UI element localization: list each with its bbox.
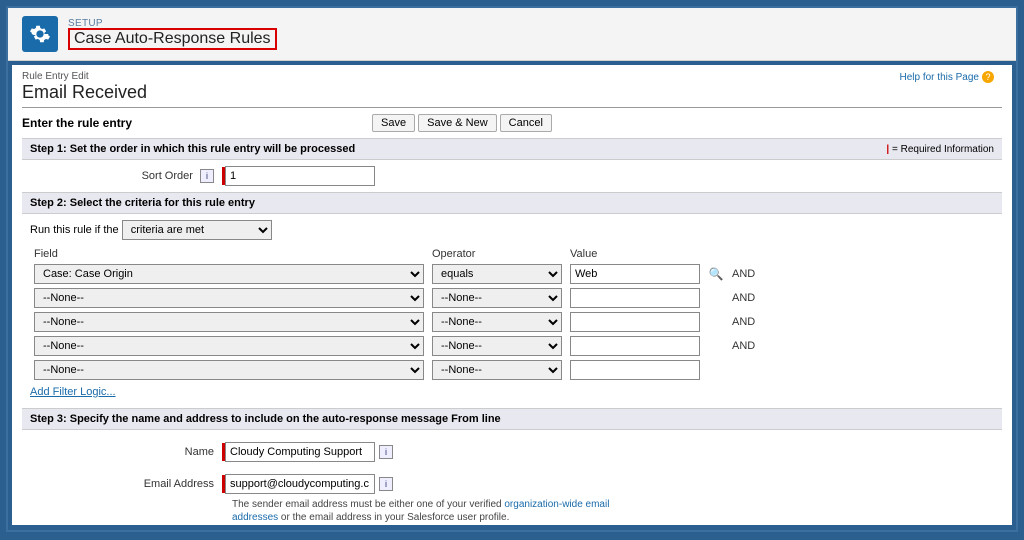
sender-note: The sender email address must be either … <box>22 498 642 524</box>
save-new-button[interactable]: Save & New <box>418 114 497 132</box>
field-select[interactable]: --None-- <box>34 288 424 308</box>
sort-order-row: Sort Order i <box>22 160 1002 192</box>
email-row: Email Address i <box>22 468 1002 500</box>
and-label <box>728 358 759 382</box>
step2-bar: Step 2: Select the criteria for this rul… <box>22 192 1002 214</box>
value-input[interactable] <box>570 264 700 284</box>
operator-select[interactable]: equals <box>432 264 562 284</box>
value-input[interactable] <box>570 288 700 308</box>
cancel-button[interactable]: Cancel <box>500 114 552 132</box>
run-rule-label: Run this rule if the <box>30 224 119 236</box>
name-label: Name <box>22 446 222 458</box>
email-label: Email Address <box>22 478 222 490</box>
and-label: AND <box>728 334 759 358</box>
name-input[interactable] <box>225 442 375 462</box>
run-rule-select[interactable]: criteria are met <box>122 220 272 240</box>
step1-bar: Step 1: Set the order in which this rule… <box>22 138 1002 160</box>
content-area: Help for this Page Rule Entry Edit Email… <box>12 65 1012 525</box>
field-select[interactable]: --None-- <box>34 312 424 332</box>
col-value: Value <box>566 246 704 262</box>
step1-title: Step 1: Set the order in which this rule… <box>30 143 355 155</box>
field-select[interactable]: Case: Case Origin <box>34 264 424 284</box>
app-frame: SETUP Case Auto-Response Rules Help for … <box>6 6 1018 532</box>
setup-header: SETUP Case Auto-Response Rules <box>8 8 1016 61</box>
info-icon[interactable]: i <box>379 445 393 459</box>
info-icon[interactable]: i <box>200 169 214 183</box>
operator-select[interactable]: --None-- <box>432 312 562 332</box>
setup-title-block: SETUP Case Auto-Response Rules <box>68 18 277 50</box>
run-rule-line: Run this rule if the criteria are met <box>30 220 994 240</box>
col-operator: Operator <box>428 246 566 262</box>
col-field: Field <box>30 246 428 262</box>
operator-select[interactable]: --None-- <box>432 336 562 356</box>
criteria-block: Run this rule if the criteria are met Fi… <box>22 214 1002 408</box>
criteria-table: Field Operator Value Case: Case Origin eq… <box>30 246 759 382</box>
criteria-row: --None-- --None-- AND <box>30 286 759 310</box>
criteria-row: --None-- --None-- AND <box>30 310 759 334</box>
and-label: AND <box>728 262 759 286</box>
value-input[interactable] <box>570 360 700 380</box>
criteria-row: --None-- --None-- AND <box>30 334 759 358</box>
gear-icon <box>22 16 58 52</box>
save-button[interactable]: Save <box>372 114 415 132</box>
rule-entry-edit-label: Rule Entry Edit <box>22 71 1002 82</box>
field-select[interactable]: --None-- <box>34 360 424 380</box>
and-label: AND <box>728 310 759 334</box>
info-icon[interactable]: i <box>379 477 393 491</box>
step3-title: Step 3: Specify the name and address to … <box>30 413 501 425</box>
page-title: Case Auto-Response Rules <box>68 28 277 50</box>
add-filter-link[interactable]: Add Filter Logic... <box>30 386 116 398</box>
step2-title: Step 2: Select the criteria for this rul… <box>30 197 255 209</box>
lookup-icon[interactable]: 🔍 <box>708 266 724 282</box>
criteria-row: Case: Case Origin equals 🔍AND <box>30 262 759 286</box>
help-link[interactable]: Help for this Page <box>900 71 995 83</box>
operator-select[interactable]: --None-- <box>432 288 562 308</box>
sort-order-label: Sort Order i <box>22 169 222 183</box>
value-input[interactable] <box>570 312 700 332</box>
value-input[interactable] <box>570 336 700 356</box>
entry-bar: Enter the rule entry Save Save & New Can… <box>22 108 1002 138</box>
field-select[interactable]: --None-- <box>34 336 424 356</box>
entry-bar-label: Enter the rule entry <box>22 116 132 130</box>
criteria-row: --None-- --None-- <box>30 358 759 382</box>
name-row: Name i <box>22 436 1002 468</box>
sort-order-input[interactable] <box>225 166 375 186</box>
rule-name: Email Received <box>22 82 1002 103</box>
step3-block: Name i Email Address i The sender email … <box>22 430 1002 525</box>
operator-select[interactable]: --None-- <box>432 360 562 380</box>
required-note: | = Required Information <box>886 144 994 155</box>
email-input[interactable] <box>225 474 375 494</box>
step3-bar: Step 3: Specify the name and address to … <box>22 408 1002 430</box>
and-label: AND <box>728 286 759 310</box>
